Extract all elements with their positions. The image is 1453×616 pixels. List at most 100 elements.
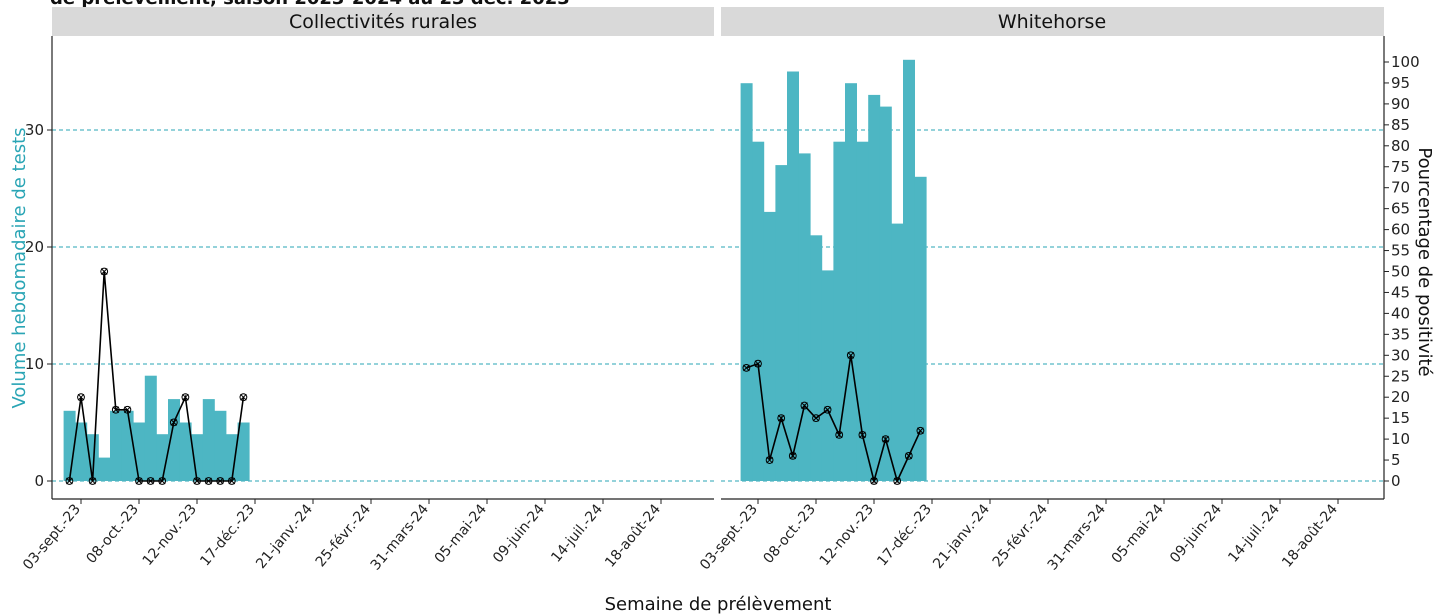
x-tick-label: 17-déc.-23 [197,501,258,569]
point-circle [754,359,762,368]
point-circle [227,477,236,485]
x-tick-label: 05-mai-24 [432,501,490,566]
bar [775,165,788,481]
point-circle [777,414,786,423]
point-circle [823,405,832,414]
positivity-point [88,477,97,485]
point-circle [835,431,844,439]
y2-tick-label: 10 [1391,430,1410,448]
x-tick-label: 05-mai-24 [1109,501,1167,566]
bar [740,83,753,481]
point-circle [193,477,201,485]
bar [903,59,915,482]
positivity-line [65,267,248,485]
point-cross [905,452,913,460]
bar [821,270,834,481]
bar [110,410,122,481]
point-cross [812,414,820,422]
positivity-point [742,363,751,372]
point-circle [904,451,913,460]
point-cross [824,406,831,414]
positivity-point [135,477,143,485]
x-tick-label: 09-juin-24 [1167,501,1225,566]
point-circle [77,393,85,402]
x-tick-label: 03-sept.-23 [697,501,761,573]
y2-tick-label: 85 [1391,116,1410,134]
point-cross [205,477,212,485]
point-cross [100,268,108,275]
bar [75,422,88,481]
point-circle [181,393,190,402]
positivity-point [158,477,167,485]
panel-collectivites-rurales: Collectivités rurales 03-sept.-23 08-oct.… [20,7,714,574]
x-tick-label: 17-déc.-23 [874,501,935,569]
y2-tick-label: 65 [1391,200,1410,218]
positivity-point [111,405,120,414]
x-axis: 03-sept.-23 08-oct.-2312-nov.-2317-déc.-2… [697,498,1384,574]
point-circle [742,363,751,372]
positivity-point [204,477,213,485]
bar [763,211,776,481]
bar [868,94,881,482]
bar [856,141,869,481]
y-tick-label: 0 [34,472,44,490]
positivity-point [754,359,762,368]
bar [914,176,927,482]
point-circle [111,405,120,414]
y-tick-label: 20 [25,238,44,256]
y2-tick-label: 55 [1391,242,1410,260]
positivity-point [216,477,225,485]
bar [752,141,765,481]
y-axis-title-right: Pourcentage de positivité [1414,147,1435,376]
x-tick-label: 12-nov.-23 [140,501,200,569]
x-tick-label: 21-janv.-24 [930,501,993,572]
y-axis-title-left: Volume hebdomadaire de tests [9,127,30,408]
point-cross [766,456,773,464]
gridlines [52,129,714,482]
bar [833,141,846,481]
y2-tick-label: 25 [1391,367,1410,385]
y2-tick-label: 60 [1391,221,1410,239]
point-cross [870,477,878,485]
point-cross [859,431,866,439]
bar [98,457,111,481]
point-cross [917,427,924,435]
bar-series [63,375,250,481]
point-circle [216,477,225,485]
positivity-point [904,451,913,460]
x-tick-label: 31-mars-24 [368,501,432,573]
y-axis-left: 0 10 20 30 [25,36,53,499]
positivity-point [881,435,890,444]
point-circle [204,477,213,485]
point-circle [65,477,74,485]
positivity-point [858,431,867,439]
positivity-point [100,267,109,276]
bar [121,410,134,481]
panel-whitehorse: Whitehorse 03-sept.-23 08-oct.-2312-nov.-… [697,7,1384,574]
bar [891,223,904,481]
bar [879,106,892,481]
bar [845,83,857,481]
point-circle [123,405,132,414]
point-cross [228,477,236,485]
y2-tick-label: 0 [1391,472,1401,490]
x-tick-label: 03-sept.-23 [20,501,84,573]
point-cross [182,393,189,401]
point-circle [881,435,890,444]
bar [237,422,250,481]
point-cross [193,477,201,485]
x-tick-label: 14-juil.-24 [548,501,606,566]
point-cross [893,477,901,485]
strip-label: Collectivités rurales [289,11,477,33]
point-cross [135,477,143,485]
point-circle [846,351,855,360]
y-tick-label: 30 [25,121,44,139]
y2-tick-label: 75 [1391,158,1410,176]
positivity-point [788,451,797,460]
positivity-point [893,477,902,485]
bar [156,434,169,481]
bar [144,375,157,481]
positivity-point [777,414,786,423]
y2-tick-label: 80 [1391,137,1410,155]
positivity-point [916,426,925,435]
